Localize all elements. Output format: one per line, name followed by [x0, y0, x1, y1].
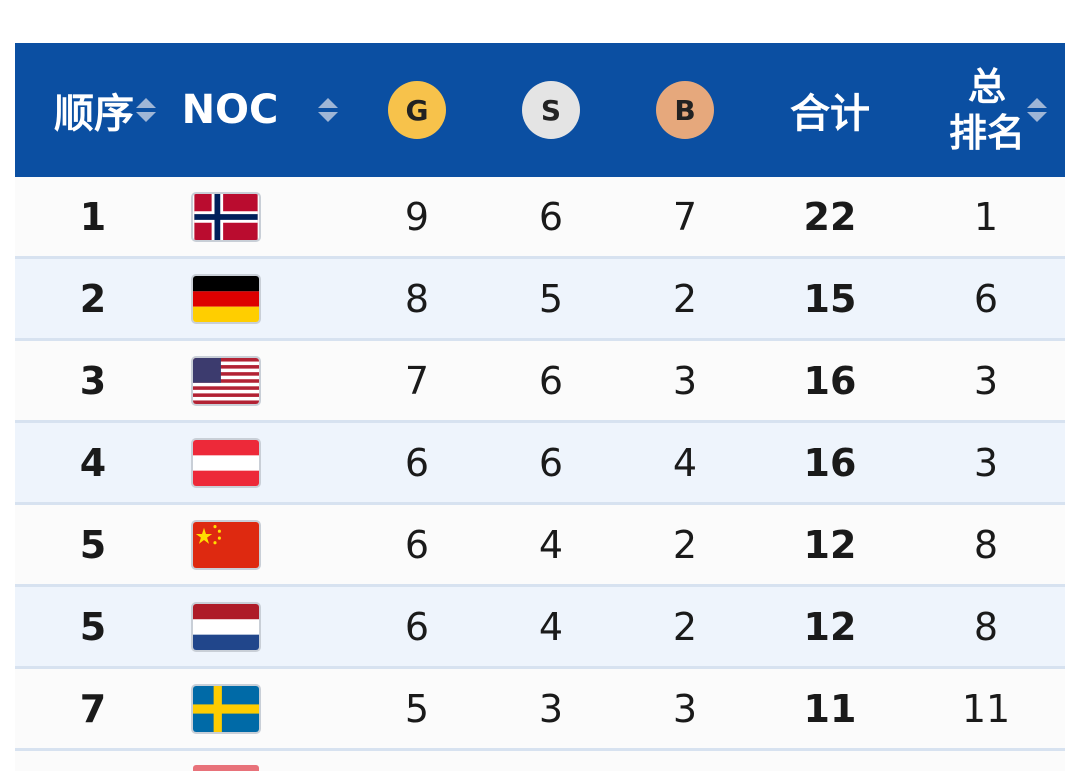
sort-icon[interactable]: [136, 98, 156, 122]
silver-count: 6: [538, 358, 564, 403]
overall-rank: 6: [973, 276, 999, 321]
bronze-count: 2: [672, 276, 698, 321]
gold-medal-icon: G: [388, 81, 446, 139]
total-column-header[interactable]: 合计: [770, 43, 890, 177]
total-count: 12: [803, 604, 857, 649]
flag-cell: [193, 341, 259, 420]
sort-icon[interactable]: [1027, 98, 1047, 122]
medal-table: 顺序 NOC G S B 合计 总 排名 1: [15, 43, 1065, 771]
table-row[interactable]: 4 6 6 4 16 3: [15, 423, 1065, 505]
gold-count: 6: [404, 522, 430, 567]
table-row[interactable]: 5 6 4 2 12 8: [15, 587, 1065, 669]
rank-header-label: 顺序: [54, 91, 134, 137]
total-count: 16: [803, 358, 857, 403]
silver-count: 6: [538, 440, 564, 485]
table-row[interactable]: 1 9 6 7 22 1: [15, 177, 1065, 259]
table-row[interactable]: 3 7 6 3 16 3: [15, 341, 1065, 423]
rank-column-header[interactable]: 顺序: [45, 43, 165, 177]
table-row[interactable]: 5 6 4 2 12 8: [15, 505, 1065, 587]
rank-cell: 1: [79, 194, 107, 239]
flag-cell: [193, 587, 259, 666]
bronze-count: 3: [672, 686, 698, 731]
flag-cell: [193, 423, 259, 502]
rank-cell: 5: [79, 604, 107, 649]
usa-flag-icon: [193, 357, 259, 404]
rank-cell: 2: [79, 276, 107, 321]
table-row-partial: [15, 751, 1065, 771]
flag-cell: [193, 177, 259, 256]
sort-icon[interactable]: [318, 98, 339, 122]
silver-label: S: [540, 93, 562, 127]
gold-count: 7: [404, 358, 430, 403]
bronze-column-header[interactable]: B: [645, 43, 725, 177]
bronze-count: 3: [672, 358, 698, 403]
overall-rank: 1: [973, 194, 999, 239]
china-flag-icon: [193, 521, 259, 568]
netherlands-flag-icon: [193, 603, 259, 650]
silver-medal-icon: S: [522, 81, 580, 139]
table-row[interactable]: 2 8 5 2 15 6: [15, 259, 1065, 341]
partial-flag-icon: [193, 765, 259, 771]
overall-label-line1: 总: [967, 65, 1006, 109]
gold-label: G: [405, 93, 429, 127]
overall-label-line2: 排名: [948, 111, 1025, 155]
table-row[interactable]: 7 5 3 3 11 11: [15, 669, 1065, 751]
overall-rank-column-header[interactable]: 总 排名: [933, 43, 1063, 177]
bronze-medal-icon: B: [656, 81, 714, 139]
sweden-flag-icon: [193, 685, 259, 732]
rank-cell: 7: [79, 686, 107, 731]
bronze-count: 2: [672, 604, 698, 649]
rank-cell: 4: [79, 440, 107, 485]
bronze-count: 4: [672, 440, 698, 485]
total-count: 22: [803, 194, 857, 239]
austria-flag-icon: [193, 439, 259, 486]
gold-column-header[interactable]: G: [377, 43, 457, 177]
gold-count: 6: [404, 440, 430, 485]
gold-count: 6: [404, 604, 430, 649]
silver-column-header[interactable]: S: [511, 43, 591, 177]
gold-count: 8: [404, 276, 430, 321]
flag-cell: [193, 259, 259, 338]
overall-rank: 3: [973, 358, 999, 403]
total-count: 16: [803, 440, 857, 485]
noc-column-header[interactable]: NOC: [175, 43, 345, 177]
total-count: 15: [803, 276, 857, 321]
norway-flag-icon: [193, 193, 259, 240]
flag-cell: [193, 505, 259, 584]
silver-count: 3: [538, 686, 564, 731]
gold-count: 5: [404, 686, 430, 731]
overall-rank: 3: [973, 440, 999, 485]
gold-count: 9: [404, 194, 430, 239]
silver-count: 4: [538, 604, 564, 649]
overall-rank-header-label: 总 排名: [949, 64, 1025, 156]
silver-count: 6: [538, 194, 564, 239]
noc-header-label: NOC: [181, 87, 279, 133]
bronze-count: 2: [672, 522, 698, 567]
table-header: 顺序 NOC G S B 合计 总 排名: [15, 43, 1065, 177]
bronze-label: B: [674, 93, 696, 127]
total-header-label: 合计: [790, 91, 870, 137]
silver-count: 5: [538, 276, 564, 321]
germany-flag-icon: [193, 275, 259, 322]
overall-rank: 8: [973, 604, 999, 649]
bronze-count: 7: [672, 194, 698, 239]
total-count: 12: [803, 522, 857, 567]
overall-rank: 8: [973, 522, 999, 567]
rank-cell: 3: [79, 358, 107, 403]
total-count: 11: [803, 686, 857, 731]
overall-rank: 11: [961, 686, 1011, 731]
silver-count: 4: [538, 522, 564, 567]
rank-cell: 5: [79, 522, 107, 567]
flag-cell: [193, 669, 259, 748]
